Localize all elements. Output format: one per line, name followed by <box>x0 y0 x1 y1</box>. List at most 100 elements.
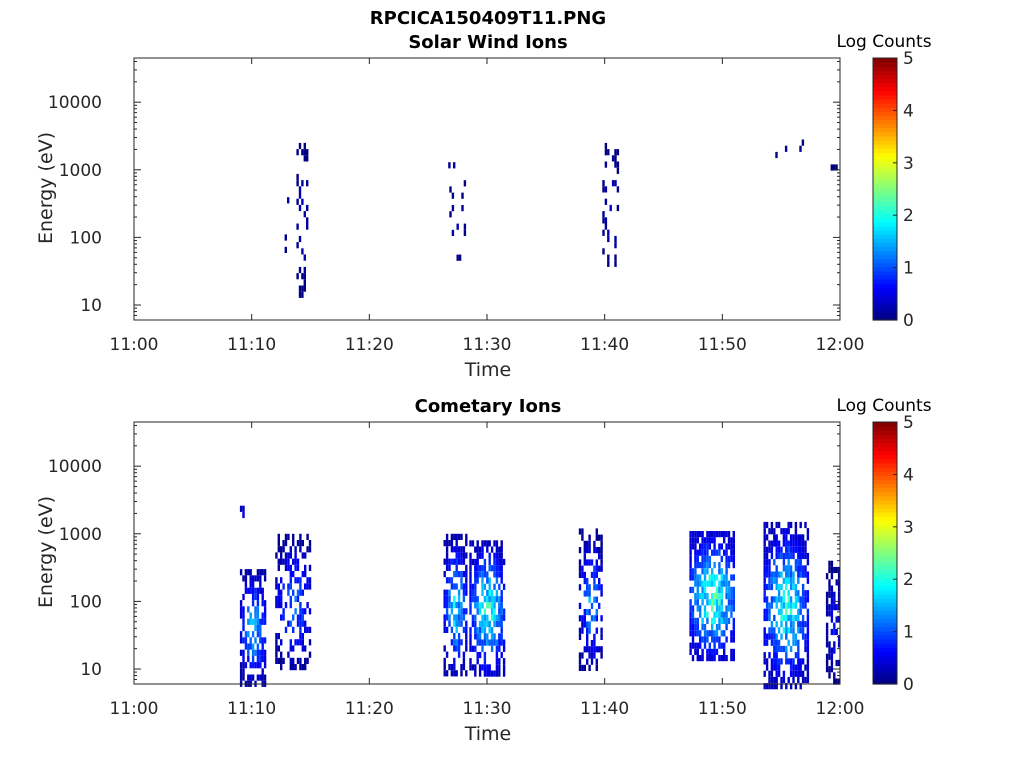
heatmap-cell <box>301 149 304 156</box>
heatmap-cell <box>775 633 778 640</box>
heatmap-cell <box>474 596 477 603</box>
heatmap-cell <box>699 549 702 556</box>
colorbar-swatch <box>873 667 897 673</box>
heatmap-cell <box>835 678 838 685</box>
heatmap-cell <box>616 186 620 193</box>
heatmap-cell <box>780 552 783 560</box>
heatmap-cell <box>711 630 714 637</box>
colorbar-swatch <box>873 585 897 591</box>
heatmap-cell <box>789 627 793 634</box>
heatmap-cell <box>445 540 449 547</box>
heatmap-cell <box>730 593 733 600</box>
heatmap-cell <box>242 505 245 512</box>
heatmap-cell <box>490 565 494 572</box>
heatmap-cell <box>287 558 290 565</box>
colorbar-swatch <box>873 540 897 546</box>
heatmap-cell <box>275 595 278 602</box>
heatmap-cell <box>828 604 831 611</box>
heatmap-cell <box>261 587 264 594</box>
heatmap-cell <box>299 657 302 664</box>
heatmap-cell <box>303 254 306 261</box>
heatmap-cell <box>799 596 802 603</box>
heatmap-cell <box>578 627 582 634</box>
heatmap-cell <box>804 664 807 671</box>
heatmap-cell <box>500 614 503 621</box>
heatmap-cell <box>299 620 302 627</box>
heatmap-cell <box>445 577 449 584</box>
heatmap-cell <box>794 639 798 646</box>
heatmap-cell <box>837 579 841 586</box>
heatmap-cell <box>289 564 292 571</box>
heatmap-cell <box>789 540 793 547</box>
heatmap-cell <box>725 617 728 624</box>
colorbar-swatch <box>873 62 897 67</box>
heatmap-cell <box>600 652 603 659</box>
heatmap-cell <box>263 655 267 663</box>
heatmap-cell <box>275 657 278 664</box>
heatmap-cell <box>581 565 584 572</box>
colorbar-swatch <box>873 111 897 116</box>
heatmap-cell <box>732 599 735 606</box>
heatmap-cell <box>301 552 304 559</box>
colorbar-swatch <box>873 266 897 272</box>
heatmap-cell <box>461 192 464 199</box>
heatmap-cell <box>837 591 841 598</box>
heatmap-cell <box>763 540 766 547</box>
heatmap-cell <box>830 164 833 171</box>
heatmap-cell <box>607 235 610 243</box>
heatmap-cell <box>787 676 790 684</box>
heatmap-cell <box>708 562 711 569</box>
colorbar-swatch <box>873 103 897 108</box>
heatmap-cell <box>763 521 766 529</box>
heatmap-cell <box>474 583 477 590</box>
y-tick-label: 10 <box>80 660 102 680</box>
heatmap-cell <box>720 580 723 587</box>
heatmap-cell <box>280 589 283 596</box>
heatmap-cell <box>718 605 721 612</box>
heatmap-cell <box>256 662 260 669</box>
heatmap-cell <box>498 571 501 578</box>
heatmap-cell <box>280 595 283 602</box>
heatmap-cell <box>837 616 841 623</box>
solar-wind-ylabel: Energy (eV) <box>35 132 57 244</box>
heatmap-cell <box>488 670 491 677</box>
heatmap-cell <box>763 627 766 634</box>
heatmap-cell <box>696 655 699 662</box>
colorbar-swatch <box>873 483 897 489</box>
heatmap-cell <box>498 583 501 590</box>
heatmap-cell <box>727 555 731 562</box>
heatmap-cell <box>493 670 496 677</box>
heatmap-cell <box>703 624 707 631</box>
heatmap-cell <box>770 540 774 547</box>
heatmap-cell <box>583 590 586 597</box>
heatmap-cell <box>284 234 287 241</box>
heatmap-cell <box>730 655 733 662</box>
heatmap-cell <box>590 559 594 566</box>
heatmap-cell <box>471 589 475 597</box>
colorbar-swatch <box>873 135 897 141</box>
heatmap-cell <box>797 590 800 597</box>
heatmap-cell <box>445 595 449 602</box>
heatmap-cell <box>493 565 496 572</box>
heatmap-cell <box>595 534 598 541</box>
heatmap-cell <box>718 586 721 593</box>
heatmap-cell <box>715 605 719 612</box>
heatmap-cell <box>720 611 723 618</box>
heatmap-cell <box>763 614 766 622</box>
heatmap-cell <box>794 559 798 566</box>
heatmap-cell <box>713 599 716 606</box>
heatmap-cell <box>284 533 288 540</box>
heatmap-cell <box>242 655 245 663</box>
heatmap-cell <box>251 631 255 638</box>
heatmap-cell <box>797 627 800 634</box>
heatmap-cell <box>614 254 617 261</box>
heatmap-cell <box>586 584 589 591</box>
colorbar-swatch <box>873 634 897 640</box>
heatmap-cell <box>689 624 692 631</box>
heatmap-cell <box>590 658 594 665</box>
heatmap-cell <box>694 648 697 655</box>
heatmap-cell <box>301 614 304 621</box>
heatmap-cell <box>600 633 603 640</box>
heatmap-cell <box>718 580 721 587</box>
